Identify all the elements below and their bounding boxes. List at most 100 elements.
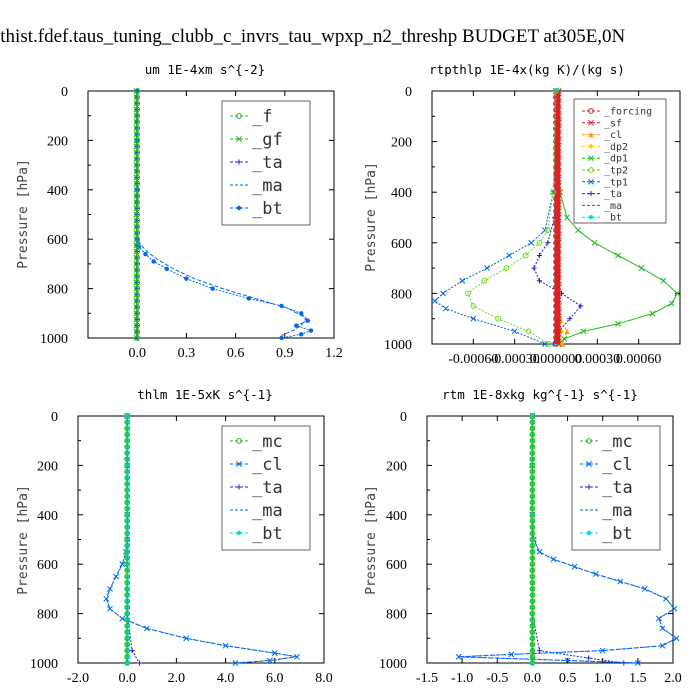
x-tick-label: 1.5	[629, 671, 647, 686]
data-point	[586, 655, 592, 661]
data-point	[668, 300, 675, 307]
data-point	[529, 561, 536, 568]
series-ma	[105, 416, 297, 664]
series-line	[555, 90, 678, 345]
data-point	[134, 230, 141, 236]
y-tick-label: 1000	[40, 332, 68, 347]
data-point	[659, 642, 666, 649]
data-point	[134, 273, 141, 280]
data-point	[134, 137, 141, 144]
data-point	[164, 266, 169, 272]
data-point	[529, 635, 536, 642]
data-point	[529, 524, 536, 531]
data-point	[599, 647, 606, 654]
y-tick-label: 400	[386, 509, 407, 524]
data-point	[134, 118, 141, 125]
data-point	[134, 217, 141, 224]
series-line	[434, 90, 557, 345]
data-point	[555, 328, 562, 335]
legend-marker	[588, 191, 594, 197]
data-point	[151, 259, 156, 264]
y-tick-label: 1000	[30, 657, 58, 672]
data-point	[124, 431, 131, 438]
x-tick-label: -0.00030	[490, 352, 540, 367]
legend-label: _ma	[604, 201, 622, 212]
data-point	[124, 641, 131, 648]
data-point	[529, 629, 536, 636]
data-point	[299, 311, 304, 316]
data-point	[536, 239, 543, 246]
data-point	[484, 265, 491, 272]
legend-label: _bt	[252, 524, 283, 544]
x-tick-label: -0.5	[486, 671, 508, 686]
data-point	[528, 239, 535, 246]
legend-label: _dp1	[604, 154, 628, 165]
panel-thlm: thlm 1E-5xK s^{-1} Pressure [hPa] 0 200 40…	[16, 387, 333, 686]
data-point	[134, 242, 141, 249]
data-point	[555, 315, 562, 322]
y-tick-label: 200	[37, 459, 58, 474]
data-point	[440, 290, 446, 297]
data-point	[555, 296, 562, 303]
data-point	[134, 100, 141, 107]
legend-marker	[588, 119, 594, 126]
data-point	[124, 604, 131, 611]
legend-label: _bt	[602, 524, 633, 544]
data-point	[134, 88, 141, 94]
data-point	[555, 182, 562, 189]
x-tick-label: -1.5	[416, 671, 438, 686]
data-point	[134, 298, 141, 304]
legend-marker	[586, 461, 592, 467]
series-mc	[529, 413, 536, 666]
data-point	[134, 254, 141, 261]
data-point	[134, 236, 141, 243]
data-point	[550, 189, 557, 196]
y-tick-label: 600	[47, 233, 68, 248]
data-point	[124, 598, 131, 605]
data-point	[529, 443, 536, 450]
data-point	[529, 505, 536, 512]
data-point	[525, 328, 532, 335]
data-point	[232, 660, 239, 666]
data-point	[674, 290, 681, 297]
data-point	[124, 579, 131, 586]
data-point	[124, 586, 131, 592]
legend-box	[573, 98, 667, 224]
data-point	[555, 303, 562, 310]
data-point	[124, 660, 131, 666]
series-sf	[555, 88, 562, 347]
data-point	[124, 419, 131, 426]
data-point	[529, 419, 536, 426]
legend-label: _mc	[602, 432, 633, 452]
data-point	[529, 647, 536, 654]
data-point	[124, 468, 131, 475]
data-point	[542, 341, 548, 347]
data-point	[266, 657, 273, 664]
data-point	[124, 610, 131, 617]
data-point	[124, 573, 131, 580]
series-line	[467, 90, 557, 345]
y-tick-label: 600	[391, 237, 412, 252]
data-point	[580, 328, 587, 335]
legend-marker	[588, 108, 594, 114]
data-point	[546, 341, 553, 347]
y-tick-label: 1000	[384, 338, 412, 353]
legend-marker	[588, 143, 594, 149]
legend-label: _ta	[252, 153, 283, 173]
data-point	[529, 567, 536, 574]
legend-marker	[236, 159, 242, 165]
legend-marker	[588, 215, 594, 220]
data-point	[134, 131, 141, 138]
data-point	[555, 151, 562, 158]
data-point	[134, 186, 141, 193]
data-point	[592, 571, 599, 578]
x-tick-label: 0.00030	[575, 352, 621, 367]
data-point	[503, 265, 510, 272]
data-point	[555, 265, 562, 272]
data-point	[567, 316, 573, 322]
legend-label: _sf	[604, 118, 622, 129]
x-tick-label: -1.0	[451, 671, 473, 686]
figure-title: lthist.fdef.taus_tuning_clubb_c_invrs_ta…	[0, 26, 626, 47]
data-point	[124, 647, 131, 654]
